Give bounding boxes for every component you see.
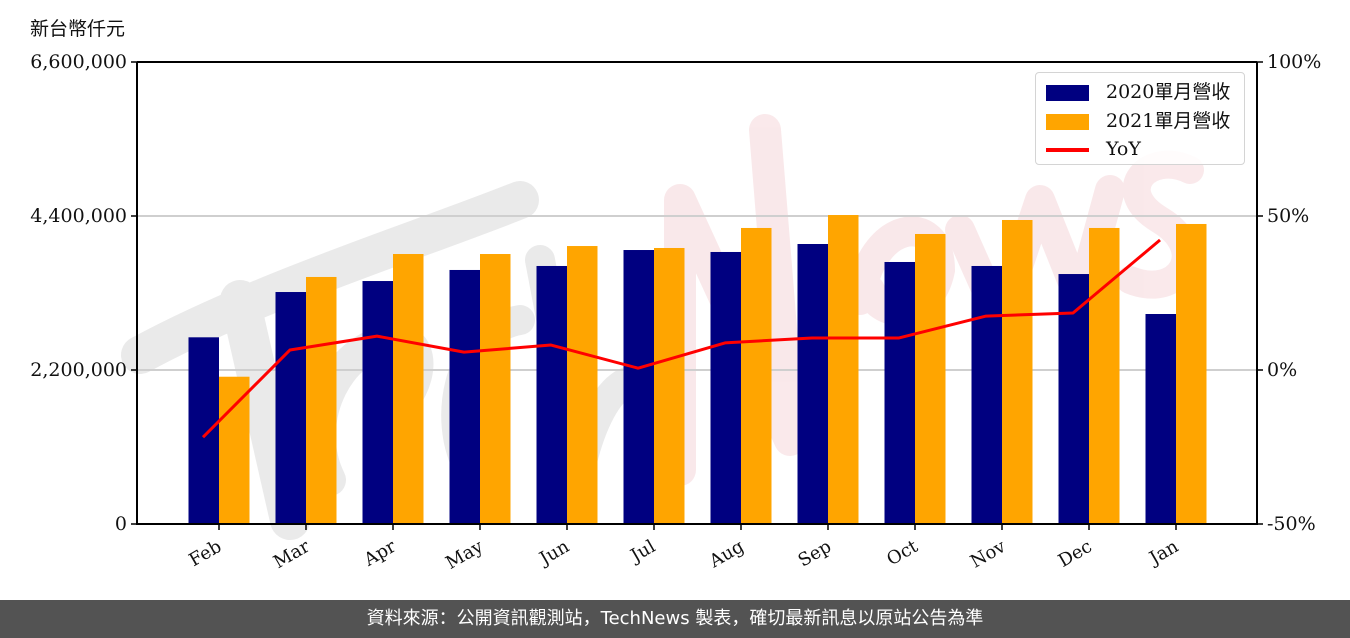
bar-2021單月營收-Oct <box>915 233 946 525</box>
bar-2020單月營收-Dec <box>1058 274 1089 524</box>
bar-2020單月營收-Feb <box>188 337 219 524</box>
legend-label-yoy: YoY <box>1106 138 1141 160</box>
chart-canvas <box>121 61 1263 540</box>
legend: 2020單月營收 2021單月營收 YoY <box>1035 72 1245 165</box>
bar-2021單月營收-Dec <box>1089 227 1120 524</box>
bar-series <box>188 215 1207 525</box>
legend-item-yoy: YoY <box>1036 136 1244 160</box>
y-axis-unit-label: 新台幣仟元 <box>30 18 126 40</box>
left-y-tick-label: 0 <box>114 513 127 535</box>
bar-2020單月營收-Nov <box>971 265 1002 524</box>
bar-2021單月營收-Mar <box>306 276 337 524</box>
bar-2021單月營收-Feb <box>219 376 250 524</box>
bar-2021單月營收-Jan <box>1176 223 1207 525</box>
bar-2020單月營收-Mar <box>275 292 306 524</box>
right-y-tick-label: 0% <box>1267 359 1298 381</box>
bar-2021單月營收-Jul <box>654 247 685 525</box>
bar-2020單月營收-Sep <box>797 244 828 524</box>
bar-2020單月營收-Apr <box>362 281 393 524</box>
yoy-line-series <box>201 238 1161 439</box>
legend-label-2021: 2021單月營收 <box>1106 110 1231 132</box>
revenue-chart: 新台幣仟元 0 2,200,000 4,400,000 6,600,000 -50% 0… <box>30 18 1322 574</box>
left-y-tick-label: 6,600,000 <box>30 51 127 73</box>
right-y-tick-label: 50% <box>1267 205 1310 227</box>
left-y-tick-label: 2,200,000 <box>30 359 127 381</box>
source-footer: 資料來源：公開資訊觀測站，TechNews 製表，確切最新訊息以原站公告為準 <box>0 600 1350 638</box>
right-y-tick-label: 100% <box>1267 51 1322 73</box>
legend-label-2020: 2020單月營收 <box>1106 81 1231 103</box>
bar-2020單月營收-Oct <box>884 261 915 524</box>
left-y-tick-label: 4,400,000 <box>30 205 127 227</box>
bar-2021單月營收-May <box>480 254 511 524</box>
bar-2021單月營收-Apr <box>393 254 424 524</box>
right-y-tick-label: -50% <box>1267 513 1316 535</box>
bar-2021單月營收-Nov <box>1002 219 1033 525</box>
bar-2020單月營收-Jan <box>1145 314 1176 524</box>
bar-2020單月營收-Jun <box>536 265 567 524</box>
yoy-line <box>201 238 1161 439</box>
legend-swatch-2020 <box>1046 85 1089 101</box>
bar-2020單月營收-May <box>449 269 480 524</box>
legend-item-2021: 2021單月營收 <box>1036 108 1244 132</box>
legend-item-2020: 2020單月營收 <box>1036 79 1244 103</box>
legend-swatch-2021 <box>1046 114 1089 130</box>
axes <box>131 61 1263 530</box>
bar-2021單月營收-Aug <box>741 227 772 524</box>
legend-line-yoy <box>1046 148 1089 152</box>
bar-2020單月營收-Aug <box>710 251 741 525</box>
bar-2020單月營收-Jul <box>623 250 654 524</box>
bar-2021單月營收-Jun <box>567 246 598 524</box>
bar-2021單月營收-Sep <box>828 215 859 524</box>
